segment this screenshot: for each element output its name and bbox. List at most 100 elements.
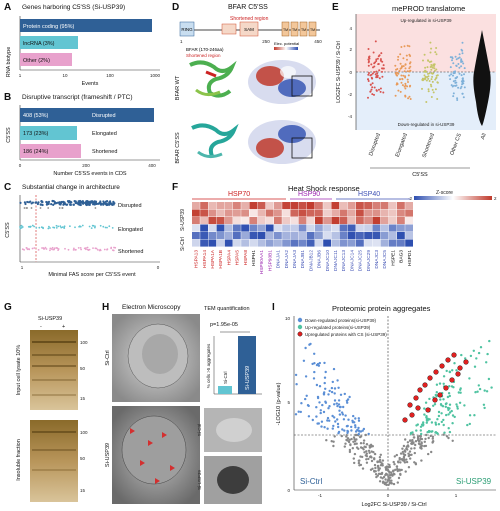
- data-point: [49, 227, 51, 229]
- data-point: [460, 65, 463, 68]
- heatmap-cell: [331, 239, 340, 247]
- row-label: Elongated: [118, 227, 143, 233]
- data-point: [427, 90, 430, 93]
- bar-count: 186 (24%): [23, 149, 49, 155]
- gene-label: DNAJB6: [317, 250, 323, 269]
- data-point: [350, 425, 353, 429]
- data-point: [370, 459, 374, 463]
- data-point: [355, 446, 359, 449]
- data-point: [361, 429, 364, 432]
- data-point: [372, 66, 374, 69]
- heatmap-cell: [388, 224, 397, 232]
- bar-disrupted: [20, 108, 154, 122]
- data-point: [368, 451, 371, 454]
- gel-images: Si-USP39 - + 100 50 15 Input cell lysate…: [16, 316, 88, 502]
- heatmap-cell: [224, 202, 233, 210]
- data-point: [364, 433, 367, 437]
- heatmap-cell: [208, 209, 217, 217]
- data-point: [317, 364, 321, 367]
- data-point: [31, 247, 34, 250]
- x-tick: 1: [455, 493, 458, 498]
- data-point: [334, 420, 337, 423]
- x-axis-label: Number C5'SS events in CDS: [53, 171, 127, 177]
- heatmap-cell: [306, 217, 315, 225]
- data-point: [447, 413, 450, 416]
- data-point: [79, 247, 82, 249]
- data-point: [332, 440, 335, 443]
- data-point: [407, 466, 411, 469]
- panel-title: Proteomic protein aggregates: [332, 304, 431, 313]
- heatmap-cell: [265, 232, 274, 240]
- gene-label: HSPA5: [235, 250, 241, 266]
- data-point: [469, 354, 473, 358]
- data-point: [67, 248, 70, 251]
- heatmap-cell: [331, 224, 340, 232]
- inset-usp-label: Si-USP39: [197, 470, 202, 490]
- z-min: -2: [408, 196, 412, 201]
- data-point: [412, 433, 415, 436]
- heatmap-cell: [200, 232, 208, 240]
- data-point: [376, 57, 379, 60]
- data-point: [390, 473, 394, 476]
- panel-letter: B: [4, 92, 12, 103]
- data-point: [408, 450, 412, 453]
- data-point: [435, 431, 439, 435]
- data-point: [92, 203, 95, 206]
- aggregate-arrows: [130, 428, 175, 484]
- y-tick: 4: [349, 26, 352, 31]
- data-point: [442, 375, 446, 378]
- data-point: [450, 73, 453, 76]
- heatmap-cell: [380, 224, 389, 232]
- heatmap-cell: [315, 202, 323, 210]
- volcano-points: [294, 339, 493, 487]
- data-point: [410, 447, 413, 450]
- data-point: [397, 55, 400, 58]
- data-point: [429, 83, 432, 86]
- gene-label: DNAJC3: [374, 250, 380, 269]
- panel-letter: C: [4, 182, 12, 193]
- data-point: [452, 95, 455, 98]
- heatmap-cell: [249, 217, 258, 225]
- data-point: [55, 202, 58, 205]
- gene-label: HSPE1: [390, 250, 396, 266]
- data-point: [328, 419, 331, 422]
- heatmap-cell: [249, 209, 258, 217]
- data-point: [367, 80, 370, 82]
- data-point: [86, 246, 89, 249]
- data-point: [395, 68, 397, 71]
- data-point: [443, 431, 446, 434]
- heatmap-cell: [356, 232, 364, 240]
- data-point: [47, 207, 50, 209]
- data-point: [406, 58, 408, 61]
- data-point: [435, 76, 438, 79]
- data-point: [373, 458, 376, 461]
- data-point: [461, 83, 464, 86]
- heatmap-cell: [274, 239, 282, 247]
- data-point: [106, 200, 109, 203]
- data-point: [439, 363, 445, 369]
- heatmap-cell: [339, 224, 348, 232]
- data-point: [373, 71, 376, 73]
- data-point: [42, 248, 45, 250]
- data-point: [320, 425, 323, 428]
- side-label-usp: Si-USP39: [456, 477, 492, 486]
- data-point: [490, 386, 493, 389]
- gene-label: DNAJC10: [325, 250, 331, 272]
- data-point: [332, 367, 336, 371]
- data-point: [488, 339, 491, 343]
- data-point: [309, 342, 312, 346]
- row-label-usp: Si-USP39: [180, 209, 186, 231]
- domain-tm: TM: [301, 28, 306, 32]
- x-tick: 0: [157, 265, 160, 270]
- data-point: [354, 424, 357, 427]
- data-point: [401, 65, 403, 68]
- heatmap-cell: [298, 239, 307, 247]
- heatmap-cell: [323, 209, 331, 217]
- heatmap-cell: [249, 202, 258, 210]
- data-point: [419, 443, 422, 446]
- heatmap-cell: [298, 209, 307, 217]
- x-category: All: [480, 133, 488, 141]
- y-axis-label: LOG2FC Si-USP39 / Si-Ctrl: [336, 41, 342, 102]
- data-point: [373, 86, 376, 89]
- data-point: [333, 403, 336, 406]
